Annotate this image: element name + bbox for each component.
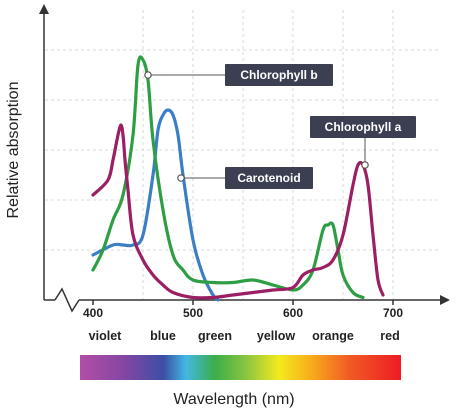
x-tick-label: 700 bbox=[383, 306, 403, 320]
callout-marker bbox=[361, 161, 369, 169]
axes bbox=[39, 4, 450, 313]
callout-chlorophyll-b: Chlorophyll b bbox=[144, 64, 333, 86]
color-name-blue: blue bbox=[150, 329, 176, 343]
gridlines bbox=[45, 10, 440, 300]
color-name-green: green bbox=[198, 329, 232, 343]
color-name-yellow: yellow bbox=[257, 329, 295, 343]
series-line-carotenoid bbox=[91, 108, 220, 302]
callout-label: Chlorophyll b bbox=[240, 68, 317, 82]
series-line-chlorophyll-b bbox=[91, 55, 365, 300]
x-axis-arrow bbox=[440, 295, 450, 305]
x-tick-label: 400 bbox=[83, 306, 103, 320]
callout-label: Carotenoid bbox=[237, 171, 300, 185]
callout-label: Chlorophyll a bbox=[325, 120, 402, 134]
callout-box bbox=[225, 64, 333, 86]
callout-box bbox=[225, 167, 313, 189]
y-axis-arrow bbox=[39, 4, 49, 14]
x-tick-label: 600 bbox=[283, 306, 303, 320]
callout-box bbox=[310, 116, 416, 138]
x-ticks: 400 500 600 700 bbox=[83, 300, 403, 320]
color-name-orange: orange bbox=[312, 329, 354, 343]
callouts: Chlorophyll b Carotenoid Chlorophyll a bbox=[144, 64, 416, 189]
spectrum-bar bbox=[80, 355, 401, 380]
x-tick-label: 500 bbox=[183, 306, 203, 320]
series-line-chlorophyll-a bbox=[91, 123, 385, 300]
color-names: violet blue green yellow orange red bbox=[89, 329, 400, 343]
color-name-red: red bbox=[380, 329, 399, 343]
axis-break-icon bbox=[54, 287, 80, 313]
callout-carotenoid: Carotenoid bbox=[177, 167, 313, 189]
x-axis-title: Wavelength (nm) bbox=[173, 391, 294, 408]
callout-chlorophyll-a: Chlorophyll a bbox=[310, 116, 416, 169]
color-name-violet: violet bbox=[89, 329, 122, 343]
series-lines bbox=[91, 55, 385, 302]
callout-marker bbox=[144, 71, 152, 79]
y-axis-title: Relative absorption bbox=[5, 82, 22, 219]
callout-marker bbox=[177, 174, 185, 182]
